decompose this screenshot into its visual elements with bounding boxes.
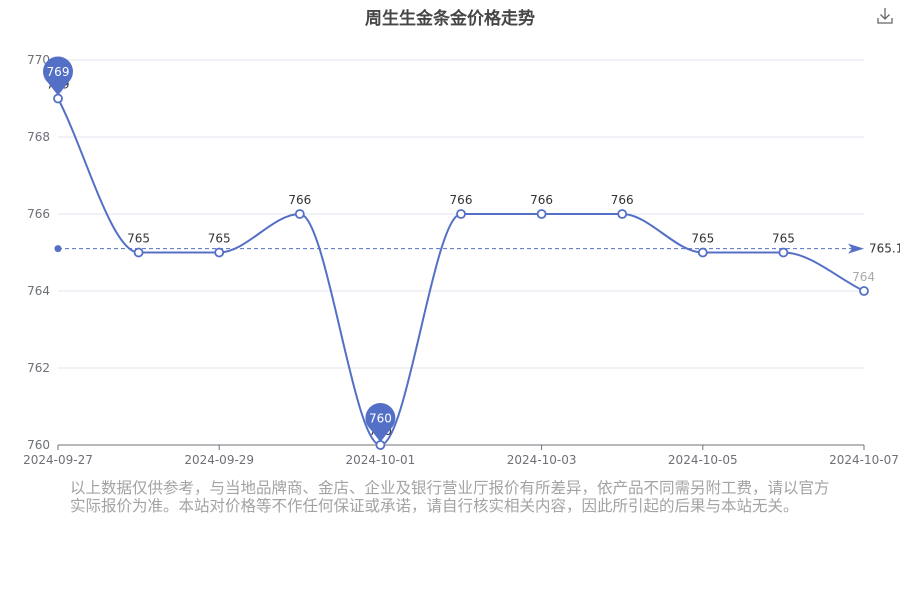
average-line: 765.1 — [54, 242, 900, 256]
series-line — [57, 98, 865, 447]
x-tick-label: 2024-09-29 — [184, 453, 254, 467]
min-marker: 760 — [365, 403, 396, 442]
data-points — [53, 93, 869, 450]
data-label: 766 — [530, 193, 553, 207]
extreme-markers: 769 760 — [43, 56, 396, 442]
data-point[interactable] — [375, 440, 386, 450]
y-tick-label: 766 — [27, 207, 50, 221]
data-label: 766 — [288, 193, 311, 207]
data-label: 764 — [852, 270, 875, 284]
disclaimer-text: 以上数据仅供参考，与当地品牌商、金店、企业及银行营业厅报价有所差异，依产品不同需… — [70, 479, 830, 515]
data-label: 765 — [691, 232, 714, 246]
min-marker-label: 760 — [369, 412, 392, 426]
max-marker-bubble — [43, 56, 73, 87]
y-tick-label: 762 — [27, 361, 50, 375]
y-tick-label: 760 — [27, 438, 50, 452]
download-button[interactable] — [874, 5, 896, 27]
x-tick-label: 2024-09-27 — [23, 453, 93, 467]
y-tick-label: 770 — [27, 53, 50, 67]
data-point[interactable] — [133, 247, 144, 258]
y-tick-label: 764 — [27, 284, 50, 298]
grid-lines — [58, 59, 864, 369]
x-tick-label: 2024-10-03 — [507, 453, 577, 467]
data-label: 766 — [450, 193, 473, 207]
average-line-label: 765.1 — [869, 242, 900, 256]
x-tick-label: 2024-10-07 — [829, 453, 899, 467]
max-marker: 769 — [43, 56, 73, 96]
data-label: 765 — [208, 232, 231, 246]
data-point[interactable] — [859, 286, 869, 296]
data-point[interactable] — [617, 209, 628, 219]
data-labels: 769765765766760766766766765765764 — [47, 78, 875, 439]
data-label: 765 — [127, 232, 150, 246]
line-chart: 760 762 764 766 768 770 2024-09-27 2024-09-29 20… — [23, 53, 900, 467]
data-point[interactable] — [536, 209, 547, 219]
data-point[interactable] — [778, 247, 789, 258]
x-tick-label: 2024-10-01 — [346, 453, 416, 467]
data-point[interactable] — [294, 209, 305, 219]
data-label: 766 — [611, 193, 634, 207]
average-line-arrow — [848, 243, 864, 254]
download-icon — [877, 8, 893, 24]
data-label: 765 — [772, 232, 795, 246]
y-tick-label: 768 — [27, 130, 50, 144]
chart-title: 周生生金条金价格走势 — [365, 9, 535, 29]
series-path — [57, 98, 865, 447]
x-tick-label: 2024-10-05 — [668, 453, 738, 467]
max-marker-label: 769 — [47, 65, 70, 79]
axes: 760 762 764 766 768 770 2024-09-27 2024-09-29 20… — [23, 53, 899, 467]
data-point[interactable] — [53, 93, 63, 104]
min-marker-bubble — [365, 403, 396, 433]
data-point[interactable] — [697, 247, 708, 258]
data-point[interactable] — [214, 247, 225, 258]
data-point[interactable] — [456, 209, 466, 219]
